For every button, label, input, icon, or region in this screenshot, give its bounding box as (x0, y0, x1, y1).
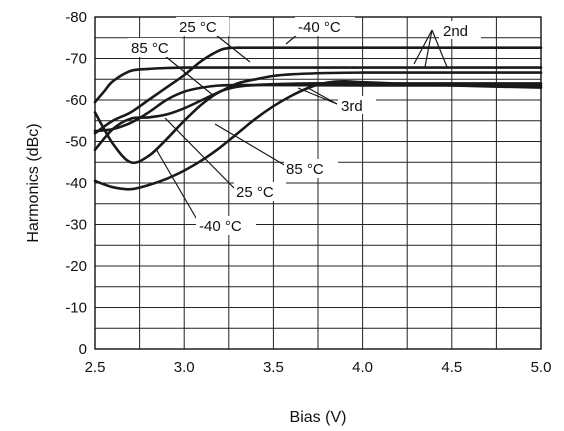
annotations: 25 °C -40 °C 85 °C 2nd 3rd 85 °C 25 °C -… (128, 17, 481, 235)
annotation-leader-line (214, 123, 287, 167)
annotation-leader-line (164, 117, 237, 191)
y-axis-title: Harmonics (dBc) (25, 123, 42, 242)
x-tick-label: 3.5 (263, 359, 284, 376)
x-axis-title: Bias (V) (290, 409, 347, 426)
y-tick-label: -60 (65, 92, 87, 109)
x-tick-label: 4.0 (352, 359, 373, 376)
annotation-leader-line (215, 34, 251, 63)
data-curves (93, 46, 543, 191)
annotation-leaders (155, 29, 448, 224)
y-tick-label: 0 (79, 341, 87, 358)
annotation-2nd: 2nd (443, 23, 468, 40)
annotation-leader-line (297, 87, 338, 105)
annotation-3rd: 3rd (341, 98, 363, 115)
annotation-leader-line (307, 87, 338, 105)
tick-labels: 2.5 3.0 3.5 4.0 4.5 5.0 -80 -70 -60 -50 -40 -30 -20 -… (65, 9, 551, 376)
y-tick-label: -40 (65, 175, 87, 192)
y-tick-label: -80 (65, 9, 87, 26)
annotation-leader-line (164, 55, 215, 97)
y-tick-label: -30 (65, 217, 87, 234)
annotation-leader-line (431, 29, 448, 68)
x-tick-label: 3.0 (174, 359, 195, 376)
y-tick-label: -50 (65, 134, 87, 151)
annotation-25c-bottom: 25 °C (236, 184, 274, 201)
y-tick-label: -20 (65, 258, 87, 275)
annotation-minus40c-top: -40 °C (298, 19, 341, 36)
x-tick-label: 2.5 (85, 359, 106, 376)
y-tick-label: -70 (65, 51, 87, 68)
series-line-2 (93, 66, 543, 104)
annotation-85c-bottom: 85 °C (286, 161, 324, 178)
series-line-1 (93, 46, 543, 135)
y-tick-label: -10 (65, 300, 87, 317)
annotation-leader-line (413, 29, 433, 65)
annotation-minus40c-bottom: -40 °C (199, 218, 242, 235)
x-tick-label: 4.5 (441, 359, 462, 376)
x-tick-label: 5.0 (531, 359, 552, 376)
series-line-6 (93, 80, 543, 191)
annotation-leader-line (424, 29, 433, 68)
annotation-25c-top: 25 °C (179, 19, 217, 36)
annotation-leader-line (155, 148, 200, 224)
annotation-85c-top: 85 °C (131, 40, 169, 57)
